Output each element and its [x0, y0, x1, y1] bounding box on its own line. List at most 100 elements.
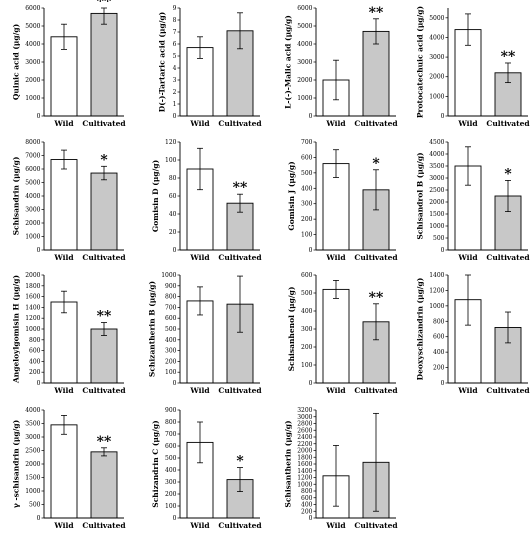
- y-axis-label: Deoxyschizandrin (μg/g): [415, 278, 424, 381]
- x-tick-label: Cultivated: [82, 521, 126, 530]
- y-tick-label: 3000: [429, 175, 444, 182]
- y-tick-label: 400: [165, 337, 177, 344]
- y-tick-label: 2000: [297, 448, 312, 455]
- x-tick-label: Wild: [189, 386, 210, 395]
- y-tick-label: 4000: [429, 151, 444, 158]
- x-tick-label: Wild: [457, 386, 478, 395]
- x-tick-label: Cultivated: [82, 386, 126, 395]
- y-tick-label: 2000: [25, 77, 40, 84]
- y-tick-label: 600: [301, 272, 313, 279]
- y-tick-label: 8000: [25, 139, 40, 146]
- bar-cultivated: [90, 172, 118, 251]
- y-tick-label: 1000: [25, 95, 40, 102]
- y-tick-label: 800: [29, 337, 41, 344]
- chart-panel-8: Wild * Cultivated 0 500 1000 1500 2000 2500 3000 3…: [415, 139, 530, 262]
- y-tick-label: 200: [433, 365, 445, 372]
- y-tick-label: 1000: [161, 272, 176, 279]
- y-tick-label: 100: [165, 369, 177, 376]
- x-tick-label: Cultivated: [354, 119, 398, 128]
- y-axis-label: Quinic acid (μg/g): [11, 24, 20, 100]
- chart-panel-13: Wild ** Cultivated 0 500 1000 1500 2000 2500 3000…: [11, 407, 126, 530]
- x-tick-label: Cultivated: [354, 521, 398, 530]
- y-tick-label: 4000: [25, 407, 40, 414]
- chart-panel-1: Wild ** Cultivated 0 1000 2000 3000 4000 5000 600…: [11, 0, 126, 128]
- y-tick-label: 700: [165, 431, 177, 438]
- significance-mark: *: [504, 166, 512, 182]
- y-tick-label: 1000: [429, 223, 444, 230]
- y-tick-label: 2500: [25, 448, 40, 455]
- y-tick-label: 3500: [429, 163, 444, 170]
- significance-mark: **: [369, 290, 384, 306]
- y-tick-label: 500: [301, 170, 313, 177]
- y-tick-label: 800: [165, 419, 177, 426]
- x-tick-label: Wild: [189, 253, 210, 262]
- significance-mark: *: [372, 156, 380, 172]
- y-tick-label: 4000: [25, 193, 40, 200]
- significance-mark: *: [100, 152, 108, 168]
- y-tick-label: 4: [173, 65, 177, 72]
- y-tick-label: 100: [301, 362, 313, 369]
- significance-mark: **: [501, 49, 516, 65]
- y-tick-label: 0: [173, 247, 177, 254]
- y-axis-label: Schisandrol B (μg/g): [415, 152, 424, 239]
- y-tick-label: 6: [173, 41, 177, 48]
- y-tick-label: 0: [309, 380, 313, 387]
- y-tick-label: 600: [433, 334, 445, 341]
- y-tick-label: 0: [173, 380, 177, 387]
- y-tick-label: 1000: [25, 326, 40, 333]
- y-tick-label: 1800: [25, 283, 40, 290]
- x-tick-label: Cultivated: [354, 386, 398, 395]
- y-tick-label: 6000: [297, 5, 312, 12]
- y-tick-label: 2000: [429, 74, 444, 81]
- y-tick-label: 300: [301, 201, 313, 208]
- y-tick-label: 120: [165, 139, 177, 146]
- x-tick-label: Cultivated: [486, 386, 530, 395]
- y-tick-label: 500: [301, 290, 313, 297]
- y-tick-label: 1400: [297, 468, 312, 475]
- y-axis-label: Schisanhenol (μg/g): [287, 287, 296, 372]
- y-tick-label: 700: [301, 139, 313, 146]
- chart-panel-10: Wild Cultivated 0 100 200 300 400 500 600 700 800 9…: [147, 272, 262, 395]
- chart-panel-7: Wild * Cultivated 0 100 200 300 400 500 600 700 Gom…: [287, 139, 399, 262]
- bar-wild: [322, 163, 350, 251]
- x-tick-label: Cultivated: [218, 253, 262, 262]
- y-tick-label: 600: [165, 315, 177, 322]
- y-tick-label: 1000: [297, 481, 312, 488]
- y-tick-label: 0: [37, 515, 41, 522]
- x-tick-label: Wild: [457, 253, 478, 262]
- y-tick-label: 600: [301, 154, 313, 161]
- x-tick-label: Wild: [325, 386, 346, 395]
- y-tick-label: 2: [173, 89, 177, 96]
- y-tick-label: 1000: [25, 488, 40, 495]
- y-tick-label: 3500: [25, 421, 40, 428]
- y-tick-label: 2000: [25, 272, 40, 279]
- y-tick-label: 2000: [429, 199, 444, 206]
- y-tick-label: 1500: [429, 211, 444, 218]
- y-tick-label: 400: [433, 349, 445, 356]
- y-tick-label: 2800: [297, 421, 312, 428]
- y-tick-label: 200: [165, 358, 177, 365]
- chart-panel-5: Wild * Cultivated 0 1000 2000 3000 4000 5000 6000…: [11, 139, 126, 262]
- y-tick-label: 4000: [429, 34, 444, 41]
- y-tick-label: 1600: [297, 461, 312, 468]
- y-tick-label: 200: [301, 508, 313, 515]
- bar-cultivated: [90, 12, 118, 117]
- y-tick-label: 0: [441, 380, 445, 387]
- x-tick-label: Wild: [189, 119, 210, 128]
- y-tick-label: 500: [165, 326, 177, 333]
- y-tick-label: 800: [433, 318, 445, 325]
- y-tick-label: 700: [165, 304, 177, 311]
- y-tick-label: 0: [309, 515, 313, 522]
- y-tick-label: 1000: [25, 234, 40, 241]
- x-tick-label: Cultivated: [82, 253, 126, 262]
- significance-mark: **: [97, 309, 112, 325]
- y-tick-label: 5000: [25, 180, 40, 187]
- y-tick-label: 200: [301, 344, 313, 351]
- y-tick-label: 600: [165, 443, 177, 450]
- y-axis-label: Schizandrin C (μg/g): [151, 420, 160, 507]
- y-tick-label: 3000: [429, 54, 444, 61]
- y-tick-label: 1200: [297, 475, 312, 482]
- x-tick-label: Cultivated: [354, 253, 398, 262]
- y-tick-label: 600: [301, 495, 313, 502]
- bar-wild: [50, 301, 78, 384]
